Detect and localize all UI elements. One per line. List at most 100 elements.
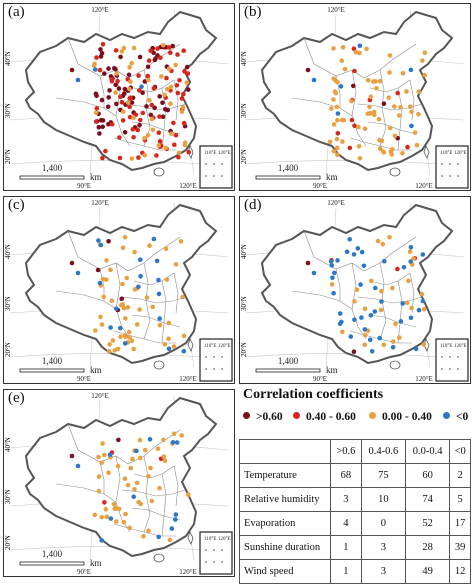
station-marker	[138, 274, 143, 279]
lon-label: 120°E	[179, 182, 197, 190]
station-marker	[113, 67, 118, 72]
station-marker	[128, 465, 134, 471]
station-marker	[157, 316, 162, 321]
scale-unit: km	[326, 172, 338, 182]
station-marker	[137, 437, 143, 443]
station-marker	[351, 83, 356, 89]
station-marker	[359, 249, 365, 255]
station-marker	[111, 501, 117, 507]
station-marker	[157, 114, 162, 119]
station-marker	[344, 249, 350, 255]
lat-label: 40°N	[4, 437, 12, 452]
inset-lon-label: 120°E	[454, 151, 467, 156]
station-marker	[363, 332, 368, 338]
station-marker	[387, 235, 392, 240]
legend-dot-icon	[293, 412, 300, 419]
province-boundary	[173, 465, 179, 507]
station-marker	[382, 258, 387, 264]
station-marker	[176, 154, 181, 160]
station-marker	[109, 122, 115, 127]
station-marker	[97, 131, 102, 136]
inset-island	[221, 549, 223, 551]
inset-island	[205, 175, 207, 177]
table-row: Relative humidity 3 10 74 5	[239, 487, 471, 512]
lon-label: 120°E	[327, 199, 345, 207]
station-marker	[156, 130, 162, 135]
table-cell: 1	[330, 559, 362, 584]
station-marker	[129, 61, 134, 66]
station-marker	[181, 91, 186, 97]
station-marker	[416, 112, 421, 117]
province-boundary	[291, 290, 353, 310]
island-outline	[153, 360, 165, 370]
legend-item: >0.60	[243, 411, 283, 423]
station-marker	[148, 48, 153, 53]
station-marker	[331, 46, 336, 51]
station-marker	[146, 474, 151, 479]
station-marker	[331, 122, 337, 127]
station-marker	[390, 345, 396, 350]
station-marker	[100, 118, 106, 123]
province-boundary	[335, 268, 341, 301]
legend-label: 0.00 - 0.40	[382, 411, 432, 423]
station-marker	[142, 135, 147, 141]
province-boundary	[173, 272, 179, 314]
station-marker	[181, 48, 186, 53]
station-marker	[379, 299, 384, 304]
station-marker	[115, 78, 120, 84]
row-name: Evaporation	[239, 511, 331, 536]
station-marker	[147, 243, 152, 248]
station-marker	[185, 87, 191, 92]
scale-bar	[255, 175, 321, 180]
station-marker	[367, 337, 373, 343]
station-marker	[101, 294, 106, 300]
station-marker	[400, 301, 405, 306]
station-marker	[305, 67, 311, 73]
station-marker	[157, 322, 163, 328]
station-marker	[69, 260, 75, 266]
station-marker	[93, 328, 98, 333]
station-marker	[106, 95, 111, 100]
station-marker	[108, 325, 113, 330]
station-marker	[106, 122, 111, 127]
inset-lon-label: 110°E	[204, 537, 216, 542]
station-marker	[168, 101, 173, 106]
station-marker	[117, 135, 122, 140]
lat-label: 40°N	[240, 244, 248, 259]
station-marker	[128, 79, 133, 84]
station-marker	[131, 45, 137, 51]
station-marker	[180, 294, 185, 300]
station-marker	[381, 101, 387, 106]
station-marker	[421, 342, 427, 347]
station-marker	[155, 46, 160, 51]
station-marker	[129, 156, 135, 161]
station-marker	[422, 50, 428, 55]
station-marker	[185, 71, 191, 76]
lon-label: 120°E	[179, 375, 197, 383]
station-marker	[165, 107, 170, 113]
station-marker	[102, 500, 107, 505]
station-marker	[408, 67, 414, 73]
province-boundary	[291, 97, 353, 117]
station-marker	[125, 482, 131, 488]
station-marker	[393, 321, 398, 327]
station-marker	[121, 45, 127, 51]
station-marker	[339, 117, 345, 123]
station-marker	[102, 452, 107, 458]
station-marker	[420, 58, 425, 63]
station-marker	[334, 104, 340, 110]
station-marker	[352, 317, 357, 323]
station-marker	[134, 480, 140, 486]
station-marker	[137, 455, 143, 461]
inset-map-box	[199, 531, 233, 575]
station-marker	[109, 298, 115, 304]
table-cell: 28	[404, 535, 451, 560]
station-marker	[96, 124, 102, 130]
inset-lon-label: 120°E	[218, 151, 231, 156]
station-marker	[139, 84, 144, 89]
table-cell: 74	[404, 487, 451, 512]
station-marker	[331, 97, 336, 102]
station-marker	[144, 295, 150, 300]
